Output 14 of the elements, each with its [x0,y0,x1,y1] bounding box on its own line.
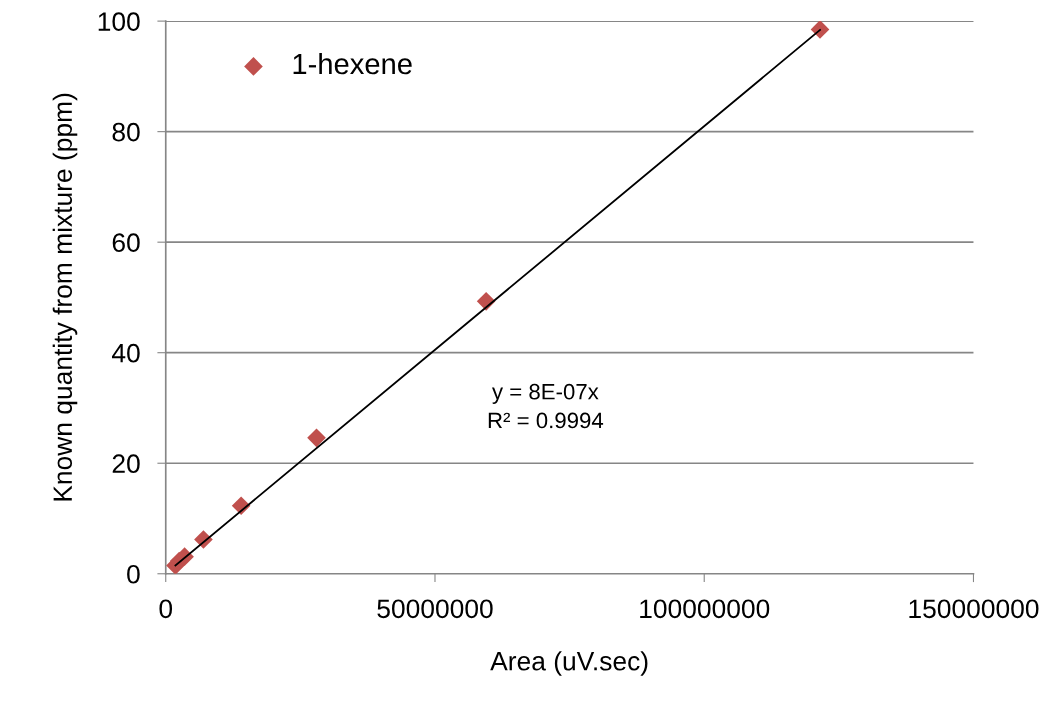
y-tick-label: 20 [112,454,140,474]
annotation: y = 8E-07x R² = 0.9994 [488,383,604,429]
y-tick-label: 100 [98,12,140,31]
y-axis-title: Known quantity from mixture (ppm) [52,93,78,501]
y-tick-label: 60 [112,233,140,252]
x-tick-label: 150000000 [909,599,1039,619]
x-tick-label: 100000000 [640,599,770,619]
y-tick-label: 0 [127,564,140,584]
legend-label: 1-hexene [293,52,412,75]
x-tick-label: 50000000 [377,599,493,619]
x-axis-title: Area (uV.sec) [490,651,648,676]
y-tick-label: 40 [112,343,140,363]
x-tick-label: 0 [159,599,173,619]
y-tick-label: 80 [112,122,140,142]
